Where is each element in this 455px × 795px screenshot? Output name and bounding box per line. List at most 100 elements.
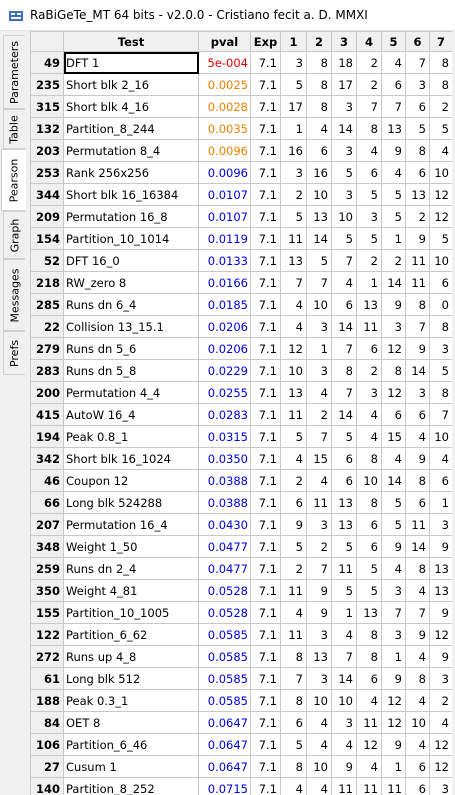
count-cell-7[interactable]: 1 [429,491,452,514]
count-cell-5[interactable]: 4 [381,447,406,470]
test-name-cell[interactable]: Partition_10_1005 [63,601,199,624]
count-cell-1[interactable]: 11 [280,227,307,250]
pval-cell[interactable]: 0.0206 [198,315,251,338]
test-name-cell[interactable]: Peak 0.3_1 [63,689,199,712]
count-cell-4[interactable]: 2 [356,73,382,96]
count-cell-1[interactable]: 12 [280,337,307,360]
count-cell-6[interactable]: 8 [405,139,430,162]
table-row[interactable]: 350 Weight 4_81 0.0528 7.1 11 9 5 5 3 4 13 [30,579,452,602]
test-name-cell[interactable]: Short blk 4_16 [63,95,199,118]
count-cell-4[interactable]: 4 [356,755,382,778]
count-cell-7[interactable]: 8 [429,51,452,74]
test-name-cell[interactable]: AutoW 16_4 [63,403,199,426]
count-cell-5[interactable]: 15 [381,425,406,448]
test-name-cell[interactable]: Runs dn 5_6 [63,337,199,360]
count-cell-5[interactable]: 9 [381,733,406,756]
table-row[interactable]: 203 Permutation 8_4 0.0096 7.1 16 6 3 4 9 8 4 [30,139,452,162]
count-cell-5[interactable]: 2 [381,249,406,272]
count-cell-2[interactable]: 4 [306,381,332,404]
test-name-cell[interactable]: Long blk 512 [63,667,199,690]
count-cell-1[interactable]: 5 [280,205,307,228]
count-cell-5[interactable]: 1 [381,645,406,668]
pval-cell[interactable]: 0.0585 [198,689,251,712]
pval-cell[interactable]: 0.0585 [198,623,251,646]
pval-cell[interactable]: 0.0430 [198,513,251,536]
count-cell-7[interactable]: 10 [429,161,452,184]
table-row[interactable]: 84 OET 8 0.0647 7.1 6 4 3 11 12 10 4 [30,711,452,734]
count-cell-7[interactable]: 5 [429,359,452,382]
exp-cell[interactable]: 7.1 [250,513,281,536]
exp-cell[interactable]: 7.1 [250,535,281,558]
row-rank-cell[interactable]: 188 [30,689,64,712]
count-cell-4[interactable]: 11 [356,777,382,795]
exp-cell[interactable]: 7.1 [250,359,281,382]
count-cell-2[interactable]: 7 [306,271,332,294]
count-cell-1[interactable]: 3 [280,161,307,184]
exp-cell[interactable]: 7.1 [250,645,281,668]
table-row[interactable]: 27 Cusum 1 0.0647 7.1 8 10 9 4 1 6 12 [30,755,452,778]
count-cell-3[interactable]: 7 [331,381,357,404]
count-cell-1[interactable]: 9 [280,513,307,536]
count-cell-3[interactable]: 6 [331,447,357,470]
count-cell-3[interactable]: 5 [331,227,357,250]
pval-cell[interactable]: 0.0206 [198,337,251,360]
count-cell-4[interactable]: 5 [356,579,382,602]
count-cell-4[interactable]: 13 [356,601,382,624]
count-cell-6[interactable]: 6 [405,491,430,514]
header-test[interactable]: Test [63,31,199,52]
count-cell-2[interactable]: 16 [306,161,332,184]
test-name-cell[interactable]: DFT 1 [63,51,199,74]
row-rank-cell[interactable]: 132 [30,117,64,140]
count-cell-7[interactable]: 3 [429,667,452,690]
header-rank[interactable] [30,31,64,52]
count-cell-1[interactable]: 8 [280,689,307,712]
count-cell-7[interactable]: 12 [429,623,452,646]
header-col-1[interactable]: 1 [280,31,307,52]
row-rank-cell[interactable]: 203 [30,139,64,162]
test-name-cell[interactable]: Partition_8_244 [63,117,199,140]
count-cell-1[interactable]: 17 [280,95,307,118]
pval-cell[interactable]: 0.0255 [198,381,251,404]
pval-cell[interactable]: 0.0035 [198,117,251,140]
header-pval[interactable]: pval [198,31,251,52]
row-rank-cell[interactable]: 209 [30,205,64,228]
count-cell-5[interactable]: 11 [381,777,406,795]
count-cell-4[interactable]: 5 [356,227,382,250]
test-name-cell[interactable]: Partition_10_1014 [63,227,199,250]
count-cell-3[interactable]: 5 [331,579,357,602]
count-cell-4[interactable]: 13 [356,293,382,316]
count-cell-2[interactable]: 10 [306,183,332,206]
count-cell-4[interactable]: 12 [356,733,382,756]
row-rank-cell[interactable]: 46 [30,469,64,492]
count-cell-6[interactable]: 8 [405,293,430,316]
table-row[interactable]: 209 Permutation 16_8 0.0107 7.1 5 13 10 3 5 2 12 [30,205,452,228]
count-cell-6[interactable]: 7 [405,601,430,624]
count-cell-7[interactable]: 9 [429,645,452,668]
table-row[interactable]: 342 Short blk 16_1024 0.0350 7.1 4 15 6 8 4 9 4 [30,447,452,470]
count-cell-7[interactable]: 12 [429,755,452,778]
count-cell-2[interactable]: 7 [306,557,332,580]
count-cell-4[interactable]: 6 [356,513,382,536]
header-col-4[interactable]: 4 [356,31,382,52]
count-cell-1[interactable]: 1 [280,117,307,140]
row-rank-cell[interactable]: 61 [30,667,64,690]
pval-cell[interactable]: 0.0025 [198,73,251,96]
row-rank-cell[interactable]: 272 [30,645,64,668]
tab-messages[interactable]: Messages [3,259,25,331]
count-cell-5[interactable]: 12 [381,337,406,360]
count-cell-3[interactable]: 5 [331,535,357,558]
pval-cell[interactable]: 0.0119 [198,227,251,250]
count-cell-4[interactable]: 11 [356,711,382,734]
count-cell-4[interactable]: 6 [356,337,382,360]
table-row[interactable]: 285 Runs dn 6_4 0.0185 7.1 4 10 6 13 9 8 0 [30,293,452,316]
count-cell-5[interactable]: 4 [381,161,406,184]
count-cell-2[interactable]: 3 [306,513,332,536]
exp-cell[interactable]: 7.1 [250,293,281,316]
count-cell-1[interactable]: 16 [280,139,307,162]
header-col-7[interactable]: 7 [429,31,452,52]
count-cell-6[interactable]: 6 [405,755,430,778]
count-cell-5[interactable]: 13 [381,117,406,140]
exp-cell[interactable]: 7.1 [250,601,281,624]
count-cell-2[interactable]: 3 [306,315,332,338]
test-name-cell[interactable]: Short blk 2_16 [63,73,199,96]
